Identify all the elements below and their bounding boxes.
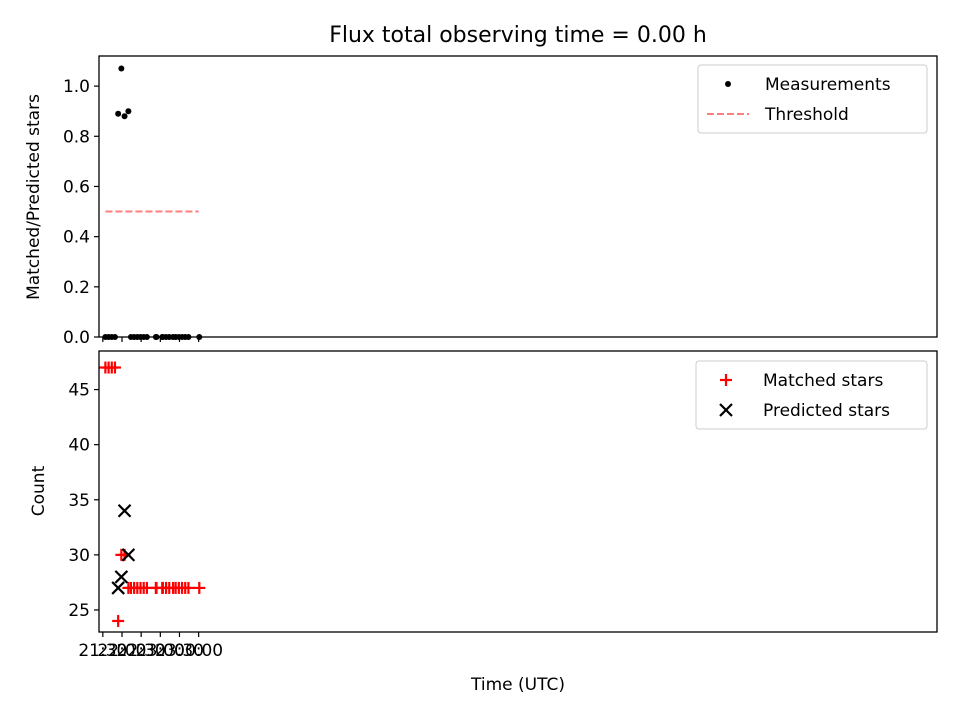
- y-tick-label: 0.2: [63, 278, 90, 298]
- predicted-star-point: [117, 504, 132, 518]
- top-legend-box: [697, 64, 928, 134]
- y-tick-label: 40: [68, 436, 90, 456]
- x-tick-label: 00:00: [174, 641, 223, 661]
- measurement-point: [118, 65, 125, 72]
- y-tick-label: 45: [68, 381, 90, 401]
- y-tick-label: 30: [68, 546, 90, 566]
- measurement-point: [115, 110, 122, 117]
- x-tick-label: 21:30: [78, 641, 127, 661]
- x-axis-label: Time (UTC): [470, 675, 565, 695]
- legend-matched-marker: [720, 374, 732, 386]
- legend-predicted-marker: [719, 403, 733, 417]
- predicted-star-point: [114, 570, 129, 584]
- matched-star-point: [182, 581, 195, 594]
- bottom-legend-box: [695, 360, 928, 430]
- bottom-legend: Matched stars Predicted stars: [695, 360, 928, 430]
- legend-measurements-marker: [725, 81, 731, 87]
- y-tick-label: 1.0: [63, 77, 90, 97]
- matched-star-point: [112, 614, 125, 627]
- top-panel: 0.0 0.2 0.4 0.6 0.8 1.0: [63, 65, 203, 348]
- matched-star-point: [108, 361, 121, 374]
- top-y-axis-label: Matched/Predicted stars: [24, 94, 44, 300]
- top-legend: Measurements Threshold: [697, 64, 928, 134]
- matched-star-point: [193, 581, 206, 594]
- y-tick-label: 0.0: [63, 328, 90, 348]
- chart-title: Flux total observing time = 0.00 h: [329, 23, 707, 48]
- legend-matched-label: Matched stars: [763, 371, 883, 391]
- y-tick-label: 0.4: [63, 228, 90, 248]
- x-tick-label: 23:30: [155, 641, 204, 661]
- measurement-point: [121, 113, 128, 120]
- legend-measurements-label: Measurements: [765, 75, 891, 95]
- bottom-y-axis-label: Count: [29, 465, 49, 516]
- x-tick-label: 22:30: [117, 641, 166, 661]
- bottom-panel-frame: [98, 350, 938, 633]
- legend-predicted-label: Predicted stars: [763, 401, 890, 421]
- x-tick-label: 22:00: [97, 641, 146, 661]
- y-tick-label: 35: [68, 491, 90, 511]
- y-tick-label: 0.6: [63, 177, 90, 197]
- predicted-star-point: [121, 548, 136, 562]
- predicted-star-point: [111, 581, 125, 595]
- x-tick-label: 23:00: [136, 641, 185, 661]
- y-tick-label: 25: [68, 601, 90, 621]
- measurement-point: [125, 108, 132, 115]
- y-tick-label: 0.8: [63, 127, 90, 147]
- top-panel-frame: [98, 55, 938, 338]
- legend-threshold-label: Threshold: [764, 105, 849, 125]
